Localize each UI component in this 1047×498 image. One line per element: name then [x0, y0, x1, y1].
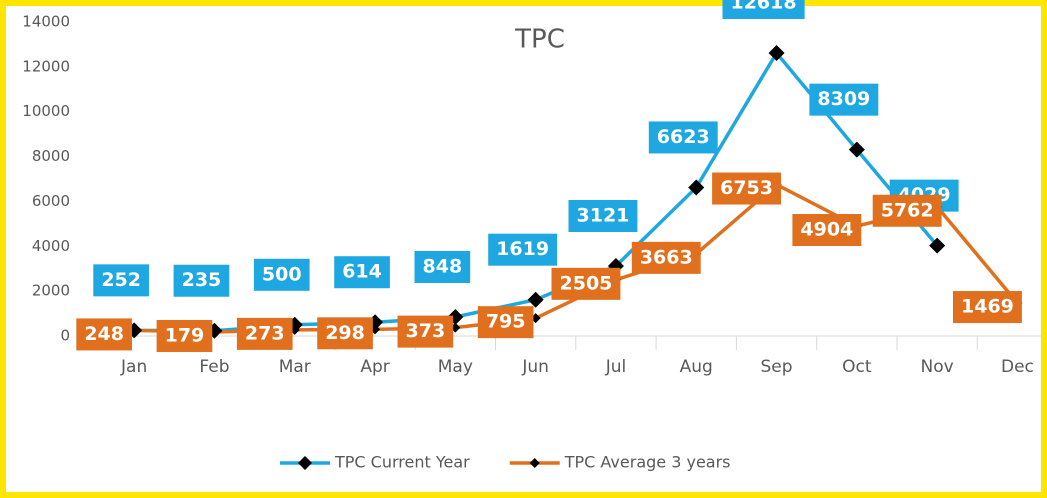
chart-title: TPC	[514, 25, 565, 55]
marker	[848, 141, 865, 158]
legend-label: TPC Current Year	[334, 453, 470, 472]
data-label-box	[477, 306, 534, 339]
x-tick-label: Dec	[1001, 357, 1034, 377]
data-label-text: 179	[165, 324, 205, 346]
data-label-box	[93, 264, 149, 297]
data-label-text: 6753	[720, 177, 773, 199]
data-label: 848	[414, 250, 471, 283]
x-tick-label: Jul	[605, 357, 627, 377]
data-label-box	[156, 319, 213, 352]
data-label-text: 3663	[640, 246, 693, 268]
data-label: 179	[156, 319, 213, 352]
data-label: 248	[76, 318, 132, 351]
data-label: 6623	[648, 121, 718, 154]
y-tick-label: 2000	[32, 282, 70, 300]
marker	[768, 44, 785, 61]
data-label-box	[397, 315, 454, 348]
data-label: 4904	[792, 214, 862, 247]
data-label: 2505	[551, 267, 621, 300]
data-label-box	[551, 267, 621, 300]
data-label-box	[809, 83, 879, 116]
data-label-text: 500	[262, 263, 302, 285]
data-label-text: 5762	[881, 199, 934, 221]
data-label: 252	[93, 264, 149, 297]
data-label-text: 614	[342, 261, 382, 283]
data-label-text: 235	[182, 269, 222, 291]
y-tick-label: 14000	[22, 13, 70, 31]
y-tick-label: 6000	[32, 192, 70, 210]
marker	[527, 291, 544, 308]
data-label: 1619	[488, 233, 558, 266]
data-label-box	[236, 317, 293, 350]
data-label-box	[712, 172, 781, 205]
y-tick-label: 4000	[32, 237, 70, 255]
data-label-text: 248	[84, 323, 124, 345]
data-label-box	[631, 241, 701, 274]
legend-label: TPC Average 3 years	[564, 453, 731, 472]
data-label: 6753	[712, 172, 781, 205]
data-label-text: 1619	[496, 238, 549, 260]
data-label: 3663	[631, 241, 701, 274]
marker	[929, 237, 946, 254]
data-label: 273	[236, 317, 293, 350]
data-label: 795	[477, 306, 534, 339]
data-label-text: 273	[245, 322, 285, 344]
data-label-box	[648, 121, 718, 154]
data-label-text: 298	[325, 322, 365, 344]
data-label-text: 1469	[961, 296, 1014, 318]
data-label: 235	[173, 264, 230, 297]
data-label: 12618	[722, 0, 805, 19]
data-label-box	[872, 194, 942, 227]
data-label-box	[568, 200, 638, 233]
x-tick-label: Feb	[199, 357, 229, 377]
x-tick-label: Nov	[921, 357, 954, 377]
data-label-text: 2505	[560, 272, 613, 294]
x-tick-label: Oct	[842, 357, 872, 377]
legend-marker	[298, 456, 312, 470]
data-label-box	[173, 264, 230, 297]
data-label: 298	[317, 317, 373, 350]
marker	[688, 179, 705, 196]
y-tick-label: 0	[60, 327, 70, 345]
data-label-box	[953, 291, 1022, 324]
data-label-text: 848	[423, 255, 463, 277]
x-tick-label: Mar	[279, 357, 311, 377]
data-label: 8309	[809, 83, 879, 116]
data-label: 1469	[953, 291, 1022, 324]
data-label-text: 8309	[817, 88, 870, 110]
y-tick-label: 8000	[32, 147, 70, 165]
data-label-text: 4904	[800, 219, 853, 241]
data-label-box	[792, 214, 862, 247]
data-label: 3121	[568, 200, 638, 233]
x-tick-label: Jan	[120, 357, 147, 377]
data-label-text: 252	[101, 269, 141, 291]
data-label-text: 795	[486, 311, 526, 333]
x-tick-label: May	[438, 357, 473, 377]
data-label-box	[334, 256, 390, 289]
data-label-text: 373	[406, 320, 446, 342]
data-label-box	[488, 233, 558, 266]
data-label: 373	[397, 315, 454, 348]
data-label-box	[76, 318, 132, 351]
x-tick-label: Aug	[680, 357, 713, 377]
data-label: 500	[253, 258, 310, 291]
data-label-box	[414, 250, 471, 283]
data-label: 5762	[872, 194, 942, 227]
x-tick-label: Sep	[761, 357, 793, 377]
data-label-text: 6623	[657, 126, 710, 148]
data-label-box	[253, 258, 310, 291]
data-label-box	[722, 0, 805, 19]
data-label-text: 3121	[577, 205, 630, 227]
y-tick-label: 10000	[22, 102, 70, 120]
x-tick-label: Apr	[360, 357, 389, 377]
data-label: 614	[334, 256, 390, 289]
y-tick-label: 12000	[22, 57, 70, 75]
data-label-box	[317, 317, 373, 350]
data-label-text: 12618	[730, 0, 796, 13]
legend-marker	[529, 458, 540, 468]
x-tick-label: Jun	[521, 357, 549, 377]
